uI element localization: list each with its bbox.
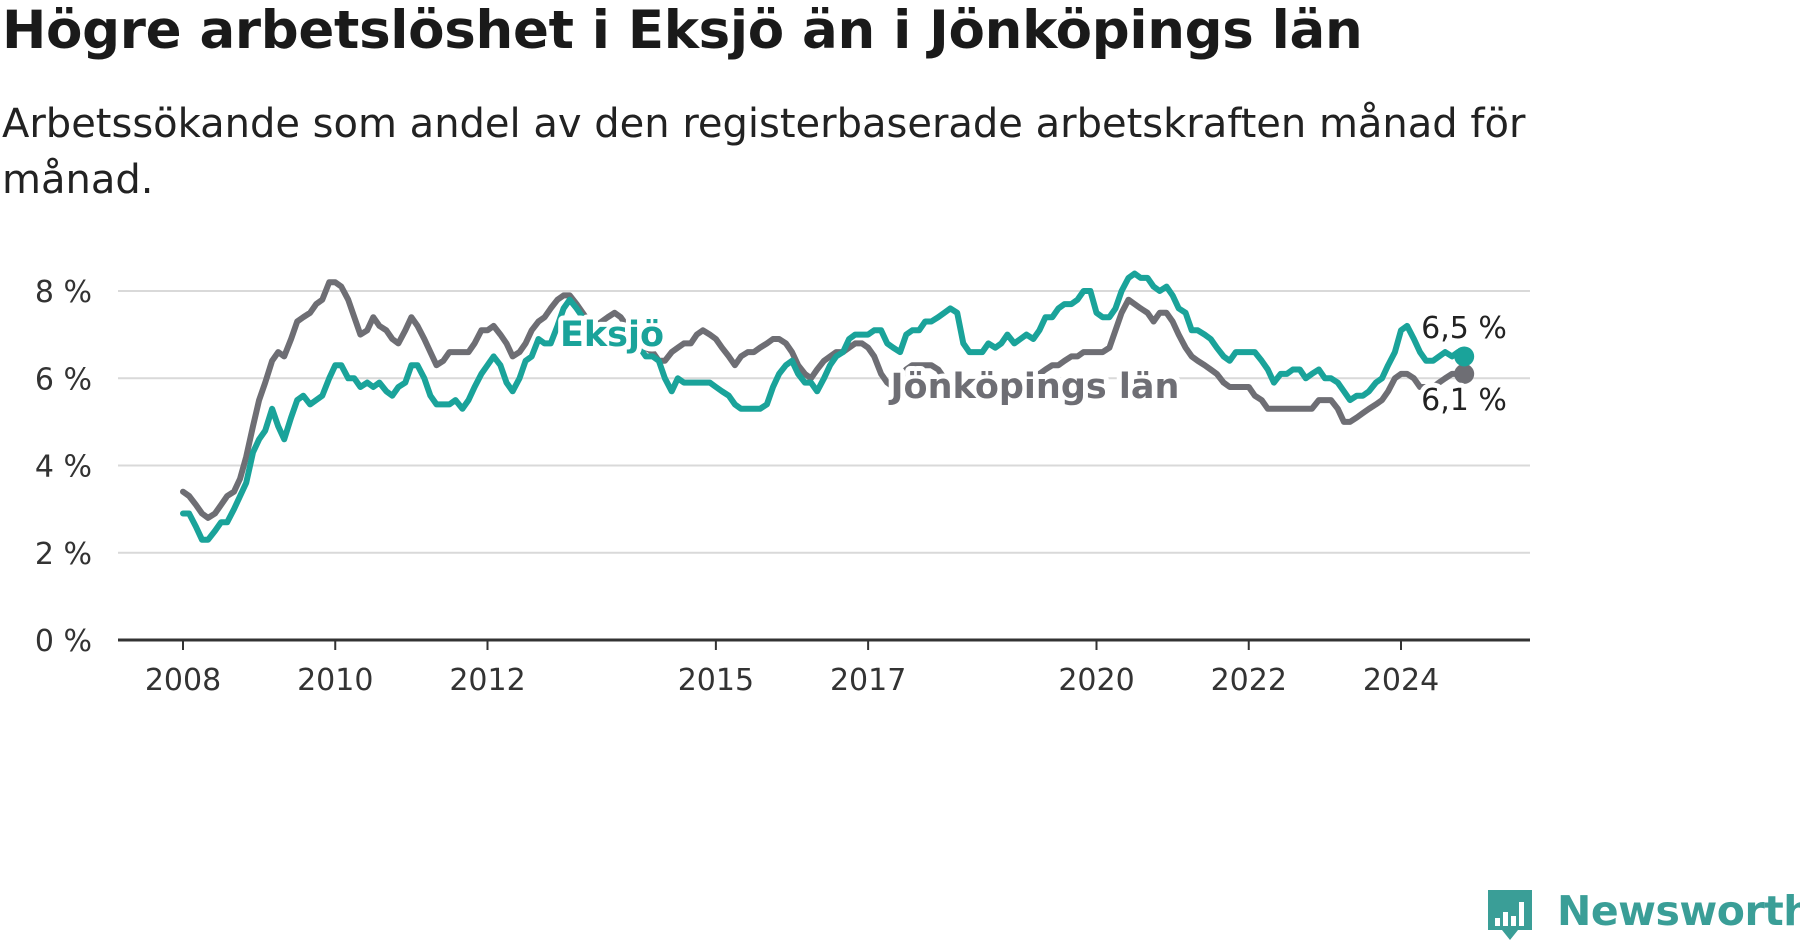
y-tick-label: 4 % bbox=[35, 450, 92, 485]
end-label-jonkoping-text: 6,1 % bbox=[1421, 383, 1507, 418]
x-tick-label: 2012 bbox=[449, 663, 525, 698]
series-line-jonkoping bbox=[180, 279, 1468, 521]
x-tick-label: 2010 bbox=[297, 663, 373, 698]
end-label-eksjo: 6,5 %6,5 % bbox=[1416, 306, 1512, 351]
y-tick-label: 2 % bbox=[35, 537, 92, 572]
series-label-eksjo-halo: Eksjö bbox=[560, 315, 664, 355]
series-label-jonkoping-text: Jönköpings län bbox=[889, 367, 1180, 407]
y-axis: 0 % 2 % 4 % 6 % 8 % bbox=[35, 275, 92, 659]
x-tick-label: 2017 bbox=[830, 663, 906, 698]
series-label-eksjo-text: Eksjö bbox=[560, 315, 664, 355]
end-label-jonkoping: 6,1 %6,1 % bbox=[1416, 378, 1512, 423]
series-label-jonkoping-halo: Jönköpings län bbox=[889, 367, 1180, 407]
series-end-point bbox=[1454, 363, 1475, 384]
y-tick-label: 6 % bbox=[35, 362, 92, 397]
x-tick-label: 2015 bbox=[678, 663, 754, 698]
x-tick-label: 2024 bbox=[1363, 663, 1439, 698]
brand-name: Newsworthy bbox=[1557, 887, 1800, 935]
chart-title: Högre arbetslöshet i Eksjö än i Jönköpin… bbox=[2, 0, 1363, 61]
grid-lines bbox=[118, 290, 1530, 554]
series-lines bbox=[180, 270, 1475, 543]
y-tick-label: 8 % bbox=[35, 275, 92, 310]
end-label-eksjo-text: 6,5 % bbox=[1421, 311, 1507, 346]
y-tick-label: 0 % bbox=[35, 624, 92, 659]
end-label-jonkoping-halo: 6,1 % bbox=[1421, 383, 1507, 418]
series-line-eksjo bbox=[180, 270, 1468, 543]
series-end-point bbox=[1454, 346, 1475, 367]
end-label-eksjo-halo: 6,5 % bbox=[1421, 311, 1507, 346]
x-tick-label: 2008 bbox=[145, 663, 221, 698]
chart-subtitle: Arbetssökande som andel av den registerb… bbox=[2, 101, 1526, 203]
newsworthy-bar-chart-icon bbox=[1488, 890, 1532, 940]
x-axis: 2008 2010 2012 2015 2017 2020 2022 2024 bbox=[118, 638, 1530, 698]
x-tick-label: 2020 bbox=[1058, 663, 1134, 698]
x-tick-label: 2022 bbox=[1211, 663, 1287, 698]
